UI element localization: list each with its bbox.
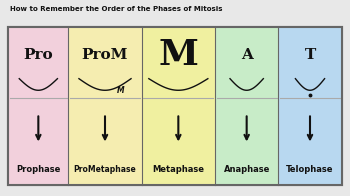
Bar (8, 26, 342, 185)
Text: Anaphase: Anaphase (224, 165, 270, 174)
Text: ProM: ProM (82, 48, 128, 63)
Bar (8, 26, 68, 185)
Bar (8, 26, 342, 185)
Text: A: A (241, 48, 253, 63)
Text: M: M (158, 38, 198, 73)
Text: ProMetaphase: ProMetaphase (74, 165, 136, 174)
Bar (278, 26, 342, 185)
Text: How to Remember the Order of the Phases of Mitosis: How to Remember the Order of the Phases … (10, 6, 223, 12)
Text: Pro: Pro (23, 48, 53, 63)
Bar (68, 26, 142, 185)
Text: T: T (304, 48, 316, 63)
Text: M: M (117, 86, 125, 95)
Text: Metaphase: Metaphase (152, 165, 204, 174)
Text: Telophase: Telophase (286, 165, 334, 174)
Bar (142, 26, 215, 185)
Text: Prophase: Prophase (16, 165, 61, 174)
Bar (215, 26, 278, 185)
